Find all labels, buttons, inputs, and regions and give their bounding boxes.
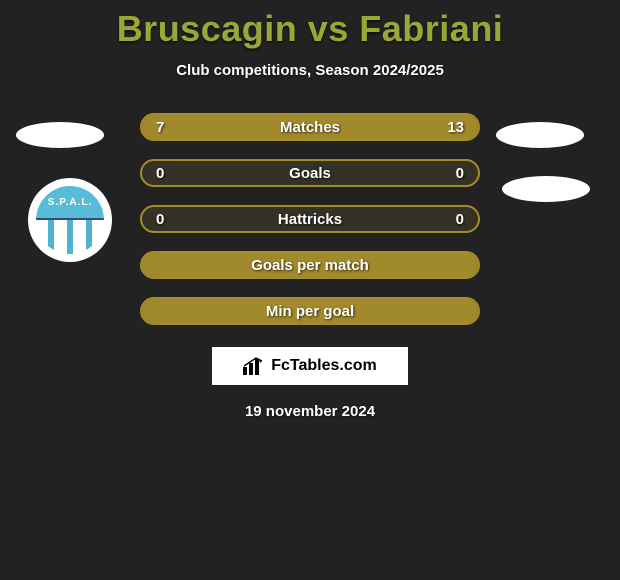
- stat-row: Min per goal: [140, 297, 480, 325]
- brand-box[interactable]: FcTables.com: [212, 347, 408, 385]
- player-oval-left: [16, 122, 104, 148]
- stat-value-left: 7: [156, 115, 164, 139]
- stat-value-right: 0: [456, 161, 464, 185]
- stat-value-left: 0: [156, 161, 164, 185]
- stat-value-right: 13: [447, 115, 464, 139]
- club-badge-text: S.P.A.L.: [36, 186, 104, 218]
- brand-bars-icon: [243, 357, 265, 375]
- date-line: 19 november 2024: [0, 403, 620, 420]
- player-oval-right-1: [496, 122, 584, 148]
- stat-label: Goals per match: [142, 253, 478, 277]
- stat-row: Matches7 13: [140, 113, 480, 141]
- stat-label: Matches: [142, 115, 478, 139]
- stat-label: Hattricks: [142, 207, 478, 231]
- stat-row: Goals per match: [140, 251, 480, 279]
- stat-row: Goals0 0: [140, 159, 480, 187]
- club-badge: S.P.A.L.: [28, 178, 112, 262]
- page-title: Bruscagin vs Fabriani: [0, 0, 620, 50]
- stat-value-right: 0: [456, 207, 464, 231]
- page-subtitle: Club competitions, Season 2024/2025: [0, 62, 620, 79]
- player-oval-right-2: [502, 176, 590, 202]
- stat-label: Goals: [142, 161, 478, 185]
- stat-value-left: 0: [156, 207, 164, 231]
- stat-label: Min per goal: [142, 299, 478, 323]
- stat-row: Hattricks0 0: [140, 205, 480, 233]
- brand-text: FcTables.com: [271, 357, 377, 375]
